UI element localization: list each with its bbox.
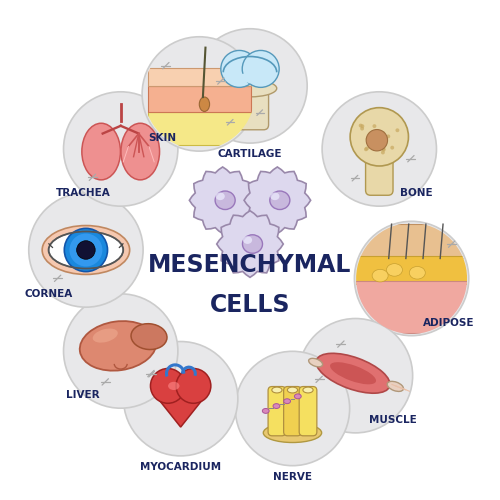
Bar	[148, 68, 251, 86]
Bar	[148, 86, 251, 112]
Circle shape	[382, 131, 385, 135]
Circle shape	[390, 146, 394, 150]
Text: MYOCARDIUM: MYOCARDIUM	[140, 462, 221, 472]
Ellipse shape	[262, 408, 269, 414]
Circle shape	[366, 130, 388, 151]
Ellipse shape	[284, 399, 290, 404]
Circle shape	[64, 92, 178, 206]
FancyBboxPatch shape	[232, 78, 268, 130]
Text: MESENCHYMAL: MESENCHYMAL	[148, 253, 352, 277]
Ellipse shape	[270, 192, 280, 200]
Text: LIVER: LIVER	[66, 390, 100, 400]
Text: ADIPOSE: ADIPOSE	[424, 318, 475, 328]
Text: NERVE: NERVE	[273, 472, 312, 482]
Circle shape	[370, 141, 373, 145]
Circle shape	[360, 126, 364, 130]
Circle shape	[396, 128, 400, 132]
Ellipse shape	[121, 123, 160, 180]
Circle shape	[242, 50, 279, 88]
Ellipse shape	[272, 387, 282, 393]
Ellipse shape	[82, 123, 120, 180]
Circle shape	[381, 150, 385, 154]
Text: CARTILAGE: CARTILAGE	[218, 149, 282, 159]
Text: CORNEA: CORNEA	[24, 290, 72, 300]
Bar	[354, 256, 469, 284]
Ellipse shape	[270, 191, 290, 210]
Ellipse shape	[168, 382, 179, 390]
FancyBboxPatch shape	[299, 386, 317, 436]
Ellipse shape	[224, 80, 276, 97]
Ellipse shape	[242, 235, 262, 254]
Ellipse shape	[80, 321, 156, 370]
Circle shape	[372, 124, 376, 128]
Ellipse shape	[288, 387, 298, 393]
Circle shape	[358, 124, 362, 128]
Text: SKIN: SKIN	[148, 133, 176, 143]
Circle shape	[236, 352, 350, 466]
Ellipse shape	[243, 236, 252, 244]
Ellipse shape	[131, 324, 167, 349]
Ellipse shape	[264, 423, 322, 442]
Polygon shape	[224, 74, 276, 84]
Circle shape	[124, 342, 238, 456]
Circle shape	[364, 148, 368, 151]
Polygon shape	[216, 210, 284, 278]
Circle shape	[382, 148, 386, 152]
Circle shape	[142, 37, 256, 151]
Circle shape	[386, 134, 390, 138]
Circle shape	[322, 92, 436, 206]
Circle shape	[221, 50, 258, 88]
Circle shape	[382, 147, 386, 151]
Circle shape	[376, 129, 380, 133]
Ellipse shape	[294, 394, 301, 399]
Circle shape	[76, 240, 95, 260]
Ellipse shape	[273, 404, 280, 408]
Circle shape	[70, 234, 102, 266]
Circle shape	[350, 108, 408, 166]
Ellipse shape	[387, 382, 404, 392]
Bar	[354, 282, 469, 333]
Circle shape	[370, 136, 374, 140]
Ellipse shape	[216, 192, 225, 200]
Ellipse shape	[42, 226, 130, 274]
Polygon shape	[244, 167, 310, 234]
Circle shape	[374, 144, 378, 148]
Circle shape	[193, 28, 307, 143]
FancyBboxPatch shape	[366, 142, 393, 196]
Ellipse shape	[316, 354, 390, 393]
Ellipse shape	[308, 358, 322, 367]
Ellipse shape	[92, 328, 118, 342]
Circle shape	[365, 146, 369, 150]
Circle shape	[150, 368, 185, 404]
Ellipse shape	[200, 97, 209, 112]
Ellipse shape	[48, 232, 123, 268]
Ellipse shape	[372, 270, 388, 282]
Circle shape	[176, 368, 211, 404]
Text: MUSCLE: MUSCLE	[369, 415, 417, 425]
Text: CELLS: CELLS	[210, 292, 290, 316]
Circle shape	[354, 222, 469, 336]
Circle shape	[366, 137, 370, 141]
Ellipse shape	[330, 362, 376, 384]
Bar	[148, 112, 251, 146]
Bar	[354, 224, 469, 258]
Circle shape	[64, 294, 178, 408]
Ellipse shape	[215, 191, 235, 210]
FancyBboxPatch shape	[268, 386, 286, 436]
Circle shape	[28, 193, 143, 307]
Circle shape	[64, 228, 108, 272]
Circle shape	[360, 124, 364, 128]
Polygon shape	[190, 167, 256, 234]
Ellipse shape	[386, 264, 402, 276]
Ellipse shape	[303, 387, 313, 393]
FancyBboxPatch shape	[284, 386, 302, 436]
Text: BONE: BONE	[400, 188, 433, 198]
Circle shape	[298, 318, 412, 433]
Polygon shape	[152, 392, 209, 427]
Text: TRACHEA: TRACHEA	[56, 188, 110, 198]
Ellipse shape	[410, 266, 426, 279]
